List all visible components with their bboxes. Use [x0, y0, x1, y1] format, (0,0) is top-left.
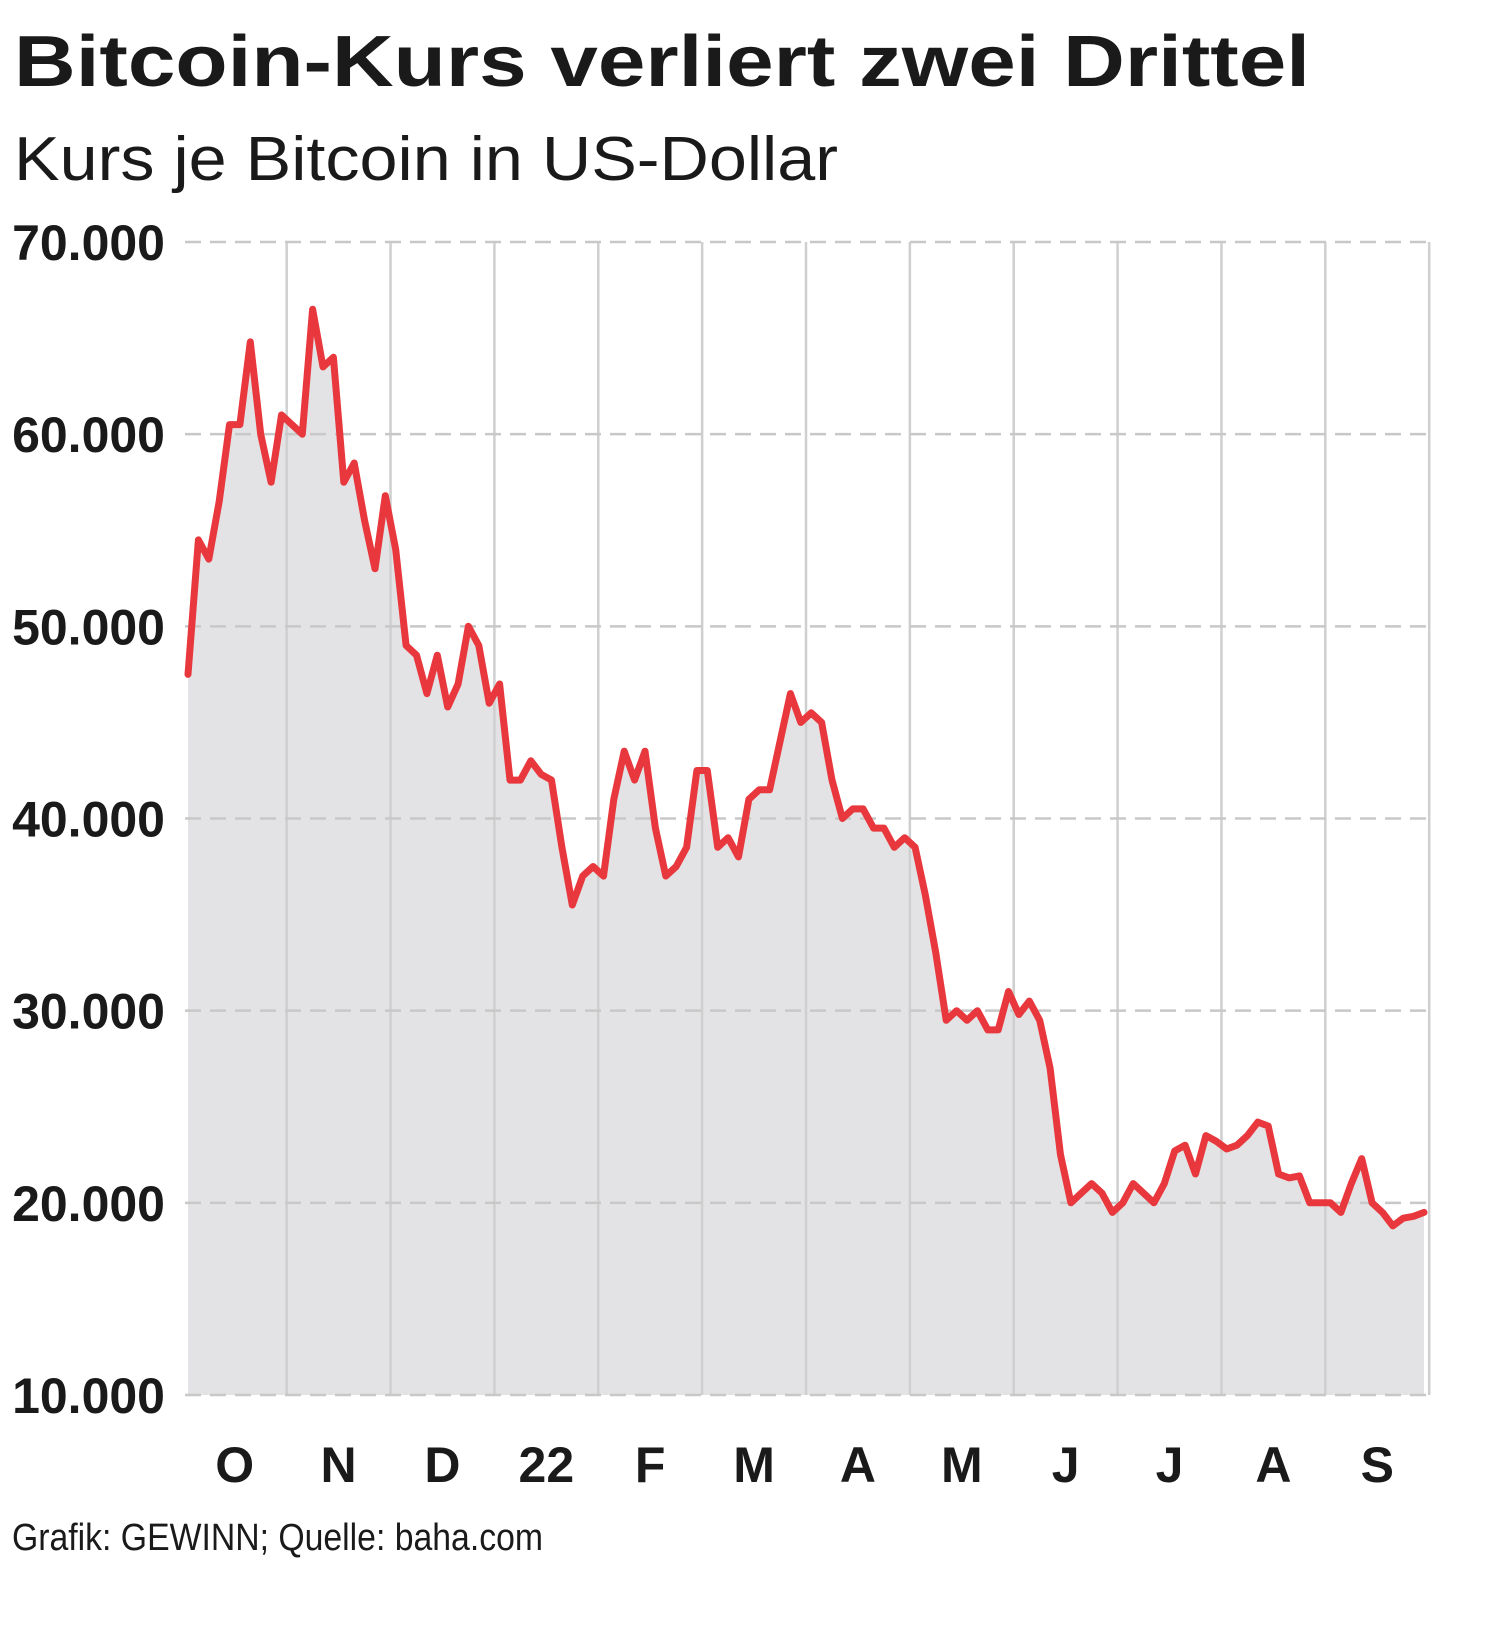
y-tick-label: 20.000	[12, 1176, 165, 1232]
y-tick-label: 70.000	[12, 215, 165, 271]
x-tick-label: M	[941, 1437, 983, 1493]
chart-title: Bitcoin-Kurs verliert zwei Drittel	[14, 22, 1310, 102]
y-tick-label: 60.000	[12, 407, 165, 463]
x-tick-label: S	[1361, 1437, 1394, 1493]
x-tick-label: J	[1156, 1437, 1184, 1493]
x-tick-label: A	[840, 1437, 876, 1493]
x-tick-label: A	[1255, 1437, 1291, 1493]
source-note: Grafik: GEWINN; Quelle: baha.com	[12, 1517, 543, 1559]
x-tick-label: M	[733, 1437, 775, 1493]
x-tick-label: J	[1052, 1437, 1080, 1493]
y-tick-label: 10.000	[12, 1368, 165, 1424]
y-tick-label: 30.000	[12, 984, 165, 1040]
x-tick-label: 22	[519, 1437, 575, 1493]
x-tick-label: D	[424, 1437, 460, 1493]
x-tick-label: F	[635, 1437, 666, 1493]
x-tick-label: N	[321, 1437, 357, 1493]
line	[184, 305, 1428, 1230]
x-tick-label: O	[215, 1437, 254, 1493]
y-tick-label: 50.000	[12, 599, 165, 655]
chart-subtitle: Kurs je Bitcoin in US-Dollar	[14, 125, 838, 194]
y-tick-label: 40.000	[12, 792, 165, 848]
